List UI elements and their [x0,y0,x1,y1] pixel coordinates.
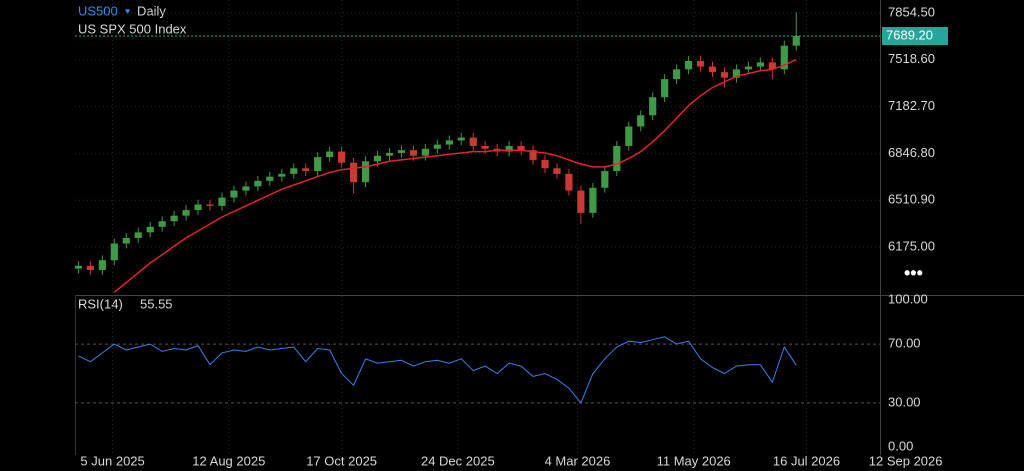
candle-body [529,150,537,160]
y-tick-label: 7518.60 [888,51,935,66]
candle-body [780,45,788,70]
candle-body [290,168,298,174]
candle-body [613,145,621,172]
rsi-label: RSI(14) [78,296,123,311]
last-price-label: 7689.20 [886,27,933,42]
candle-body [266,176,274,181]
rsi-tick-label: 100.00 [888,291,928,306]
y-tick-label: 6175.00 [888,238,935,253]
x-tick-label: 16 Jul 2026 [773,453,840,468]
candle-body [684,60,693,70]
candle-body [601,171,609,188]
x-tick-label: 11 May 2026 [657,453,731,468]
candle-body [170,215,178,222]
candle-body [577,190,585,213]
y-tick-label: 6846.80 [888,145,935,160]
candle-body [146,226,154,233]
x-tick-label: 12 Sep 2026 [869,453,943,468]
interval[interactable]: Daily [137,3,166,18]
candle-body [349,162,358,183]
candle-body [314,157,322,172]
candle-body [409,150,417,156]
x-tick-label: 24 Dec 2025 [421,453,495,468]
candle-body [110,243,118,261]
candle-body [457,137,465,141]
x-tick-label: 12 Aug 2025 [192,453,265,468]
more-menu[interactable]: ••• [904,263,923,283]
candle-body [338,151,346,163]
candle-body [182,210,190,216]
candle-body [553,168,561,174]
candle-body [122,237,130,244]
candle-body [673,69,681,80]
candle-body [481,145,489,149]
rsi-tick-label: 70.00 [888,336,921,351]
candle-body [254,180,262,187]
candle-body [732,69,741,78]
candle-body [326,151,334,158]
candle-body [589,187,597,213]
candle-body [86,265,94,270]
rsi-value: 55.55 [140,296,173,311]
candle-body [469,137,477,146]
candle-body [278,173,286,177]
candle-body [206,204,214,206]
candle-body [98,260,106,270]
moving-average [113,58,797,293]
candle-body [505,145,513,152]
candle-body [134,232,142,238]
x-tick-label: 5 Jun 2025 [80,453,144,468]
candle-body [541,159,549,169]
y-tick-label: 6510.90 [888,192,935,207]
candle-body [74,265,83,269]
candle-body [517,145,525,151]
candle-body [696,60,705,67]
candle-body [565,173,573,191]
candle-body [302,168,310,172]
candle-body [242,186,250,191]
candle-body [421,148,429,156]
candle-body [792,36,800,46]
candle-body [649,97,657,116]
candle-body [397,150,406,153]
candle-body [158,221,166,227]
rsi-tick-label: 0.00 [888,438,913,453]
candle-body [433,144,441,149]
candle-body [373,155,382,162]
x-tick-label: 17 Oct 2025 [306,453,377,468]
rsi-line [78,336,797,404]
y-tick-label: 7854.50 [888,4,935,19]
candle-body [385,152,394,156]
candle-body [720,72,729,78]
candle-body [708,66,717,73]
symbol-dropdown[interactable]: ▾ [125,7,130,18]
x-tick-label: 4 Mar 2026 [545,453,611,468]
instrument-name: US SPX 500 Index [78,21,187,36]
candle-body [194,204,202,211]
last-price-tag [882,27,948,46]
candle-body [230,190,238,198]
candle-body [768,62,776,70]
candle-body [625,126,633,146]
rsi-tick-label: 30.00 [888,394,921,409]
candle-body [756,62,764,67]
y-tick-label: 7182.70 [888,98,935,113]
candle-body [637,115,645,127]
candle-body [218,197,226,206]
candle-body [661,79,669,98]
candle-body [445,140,453,145]
candle-body [744,66,752,70]
candle-body [361,161,370,183]
symbol[interactable]: US500 [78,3,118,18]
